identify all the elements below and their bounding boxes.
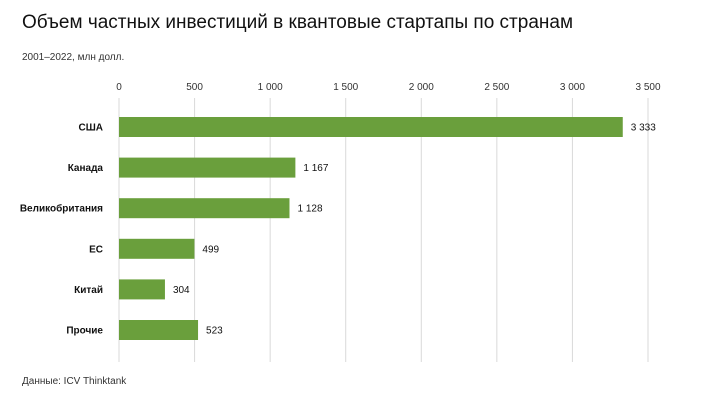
category-label: ЕС	[89, 244, 103, 255]
x-tick-label: 2 000	[409, 82, 434, 93]
value-label: 499	[202, 244, 219, 255]
value-labels: 3 333 1 167 1 128 499 304 523	[173, 123, 656, 337]
category-label: США	[79, 123, 104, 134]
bar	[119, 238, 195, 259]
category-label: Китай	[74, 285, 103, 296]
x-tick-label: 500	[186, 82, 203, 93]
value-label: 304	[173, 285, 190, 296]
chart-subtitle: 2001–2022, млн долл.	[22, 52, 125, 63]
bar	[119, 198, 290, 219]
grid-layer	[118, 98, 649, 362]
chart-title: Объем частных инвестиций в квантовые ста…	[22, 12, 574, 33]
category-label: Канада	[68, 163, 104, 174]
category-labels: США Канада Великобритания ЕС Китай Прочие	[20, 123, 104, 337]
data-source: Данные: ICV Thinktank	[22, 376, 127, 387]
category-label: Великобритания	[20, 203, 103, 215]
category-label: Прочие	[66, 326, 103, 337]
x-tick-label: 3 000	[560, 82, 585, 93]
bar	[119, 117, 623, 137]
bar	[119, 157, 296, 178]
value-label: 1 167	[303, 163, 328, 174]
bars	[119, 117, 623, 340]
x-tick-label: 2 500	[484, 82, 509, 93]
bar	[119, 279, 165, 300]
x-tick-label: 3 500	[635, 82, 660, 93]
bar	[119, 320, 199, 340]
x-tick-label: 1 000	[258, 82, 283, 93]
x-axis-ticks: 0 500 1 000 1 500 2 000 2 500 3 000 3 500	[116, 82, 661, 93]
value-label: 523	[206, 326, 223, 337]
x-tick-label: 1 500	[333, 82, 358, 93]
x-tick-label: 0	[116, 82, 122, 93]
value-label: 1 128	[297, 204, 322, 215]
value-label: 3 333	[631, 123, 656, 134]
